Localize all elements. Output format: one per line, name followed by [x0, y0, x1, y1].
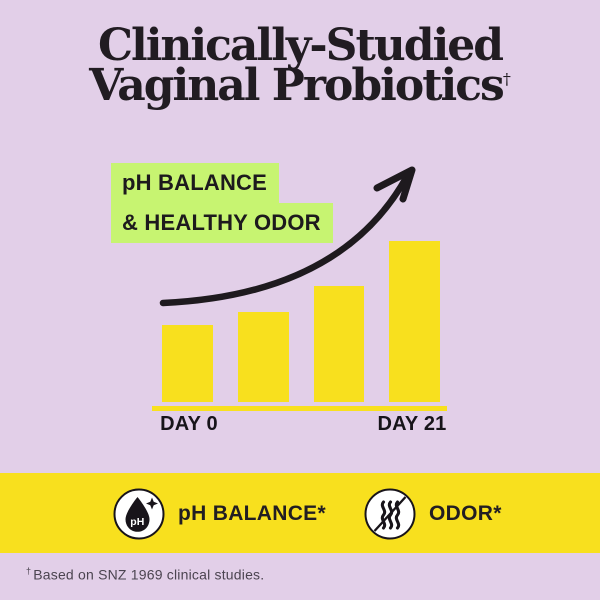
page-title: Clinically-Studied Vaginal Probiotics† — [0, 20, 600, 112]
title-line-1: Clinically-Studied — [97, 20, 504, 71]
bar-mid1 — [237, 312, 289, 402]
benefit-callout: pH BALANCE & HEALTHY ODOR — [111, 163, 333, 243]
ph-balance-label: pH BALANCE* — [178, 502, 326, 525]
bar-chart — [162, 241, 440, 402]
callout-line-1: pH BALANCE — [111, 163, 279, 203]
odor-badge: ODOR* — [364, 488, 502, 540]
ph-balance-badge: pH pH BALANCE* — [113, 488, 326, 540]
footnote-text: Based on SNZ 1969 clinical studies. — [33, 566, 265, 583]
footnote: † Based on SNZ 1969 clinical studies. — [26, 566, 264, 583]
no-odor-icon — [364, 488, 416, 540]
bar-mid2 — [313, 286, 365, 402]
bar-day21 — [389, 241, 440, 402]
odor-label: ODOR* — [429, 502, 502, 525]
dagger-mark: † — [502, 69, 511, 89]
bar-day0 — [162, 325, 213, 402]
ph-droplet-icon: pH — [113, 488, 165, 540]
x-tick-day21: DAY 21 — [377, 413, 447, 435]
footnote-dagger: † — [26, 566, 32, 576]
chart-baseline — [152, 406, 447, 411]
benefits-band — [0, 473, 600, 553]
callout-line-2: & HEALTHY ODOR — [111, 203, 333, 243]
svg-text:pH: pH — [130, 516, 144, 528]
x-tick-day0: DAY 0 — [160, 413, 218, 435]
title-line-2: Vaginal Probiotics† — [89, 60, 511, 112]
